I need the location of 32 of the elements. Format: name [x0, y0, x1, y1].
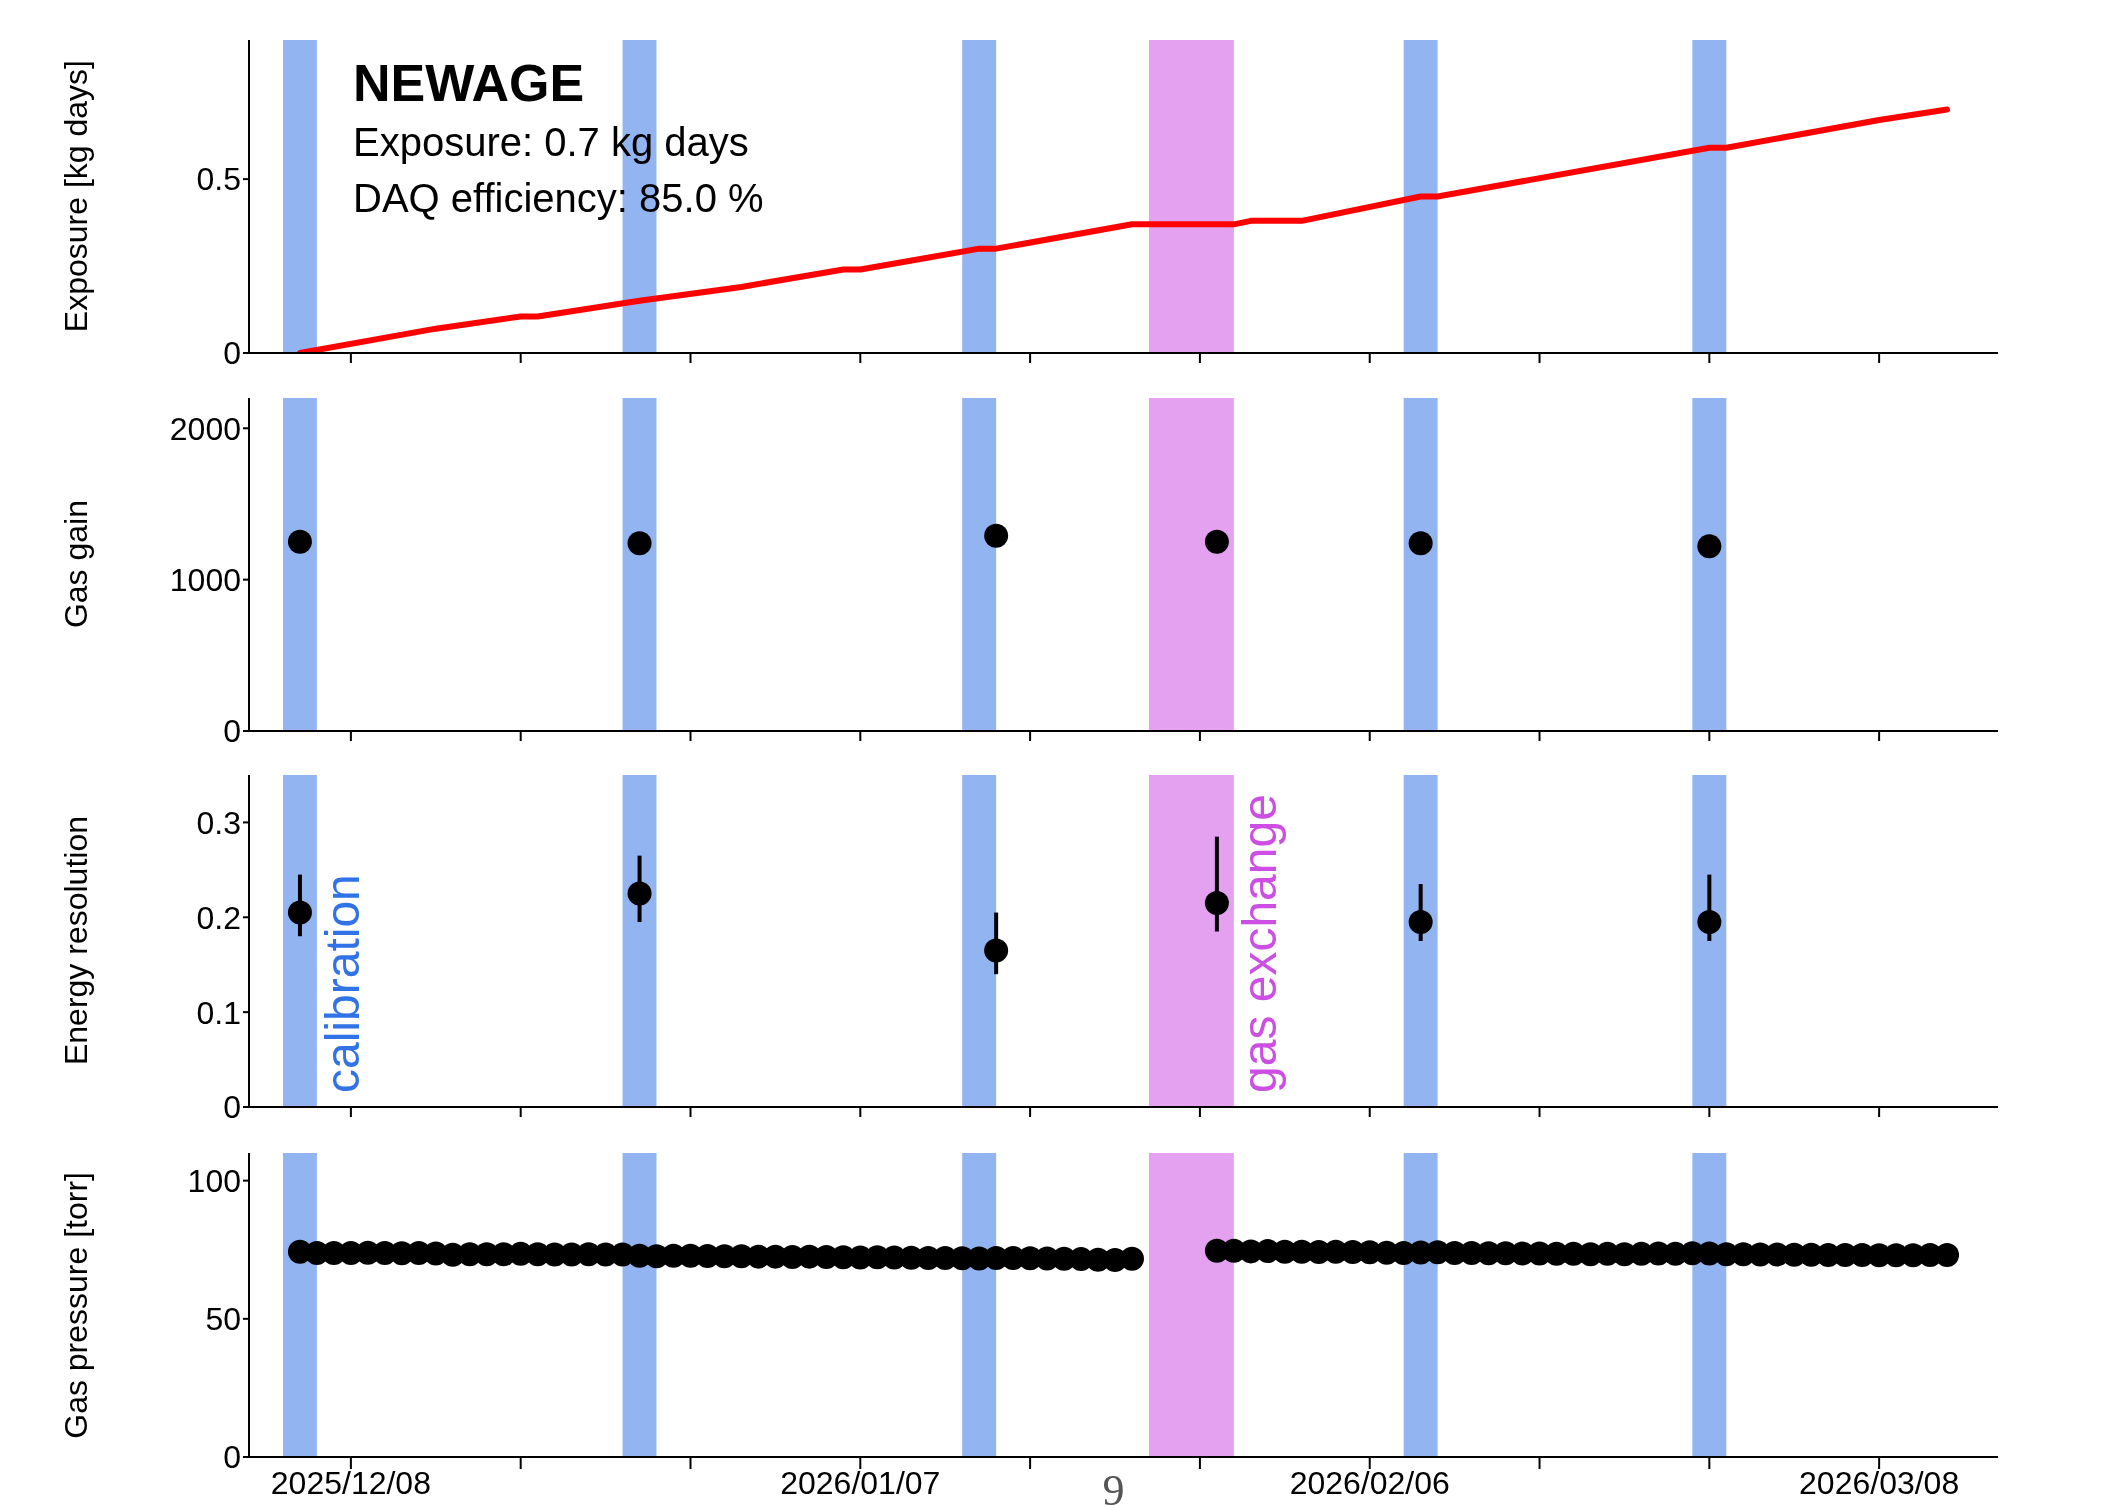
y-tick-label: 0.3 [196, 804, 241, 841]
annotation: DAQ efficiency: 85.0 % [353, 175, 764, 222]
y-tick-label: 0.2 [196, 899, 241, 936]
y-axis-title: Gas gain [58, 500, 95, 629]
point [984, 938, 1009, 963]
x-tick-label: 2026/01/07 [780, 1464, 941, 1501]
point [287, 900, 312, 925]
y-tick-label: 0 [223, 335, 241, 372]
chart-title: NEWAGE [353, 53, 586, 114]
annotation: Exposure: 0.7 kg days [353, 119, 750, 166]
point [1204, 891, 1229, 916]
y-tick-label: 1000 [169, 562, 241, 598]
y-tick-label: 2000 [169, 410, 241, 447]
y-tick-label: 0.1 [196, 994, 241, 1031]
x-tick-label: 2026/02/06 [1289, 1464, 1450, 1501]
x-tick-label: 2025/12/08 [270, 1464, 431, 1501]
text: 9 [1102, 1466, 1125, 1505]
point [1408, 910, 1433, 935]
point [1697, 910, 1722, 935]
point [627, 881, 652, 906]
y-tick-label: 0 [223, 713, 241, 750]
y-tick-label: 0 [223, 1089, 241, 1126]
y-tick-label: 0.5 [196, 161, 241, 198]
band-label: calibration [315, 874, 369, 1093]
y-tick-label: 100 [187, 1163, 241, 1199]
y-axis-title: Gas pressure [torr] [58, 1171, 95, 1439]
y-tick-label: 50 [205, 1301, 241, 1338]
y-tick-label: 0 [223, 1439, 241, 1476]
y-axis-title: Energy resolution [58, 816, 95, 1066]
x-tick-label: 2026/03/08 [1799, 1464, 1960, 1501]
y-axis-title: Exposure [kg days] [58, 60, 95, 333]
band-label: gas exchange [1232, 794, 1286, 1093]
